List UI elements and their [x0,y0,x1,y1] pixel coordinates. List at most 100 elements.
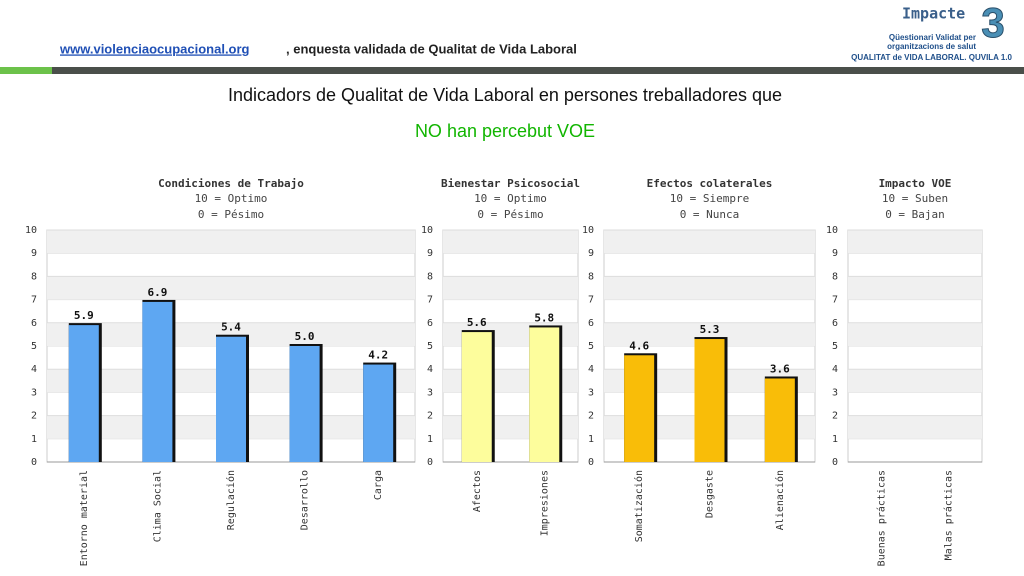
y-tick-label: 10 [25,225,37,236]
logo-line: organitzacions de salut [887,42,976,51]
chart-subtitle: 0 = Pésimo [477,208,543,221]
y-tick-label: 5 [427,341,433,352]
x-tick-label: Alienación [774,470,786,530]
y-tick-label: 4 [427,364,433,375]
chart-subtitle: 0 = Pésimo [198,208,264,221]
y-tick-label: 8 [31,271,37,282]
grid-band [848,415,982,439]
y-tick-label: 3 [427,387,433,398]
grid-band [848,369,982,393]
value-label: 4.2 [368,349,388,362]
y-tick-label: 4 [588,364,594,375]
y-tick-label: 6 [31,318,37,329]
y-tick-label: 5 [588,341,594,352]
value-label: 5.9 [74,309,94,322]
x-tick-label: Regulación [225,470,237,530]
y-tick-label: 2 [588,411,594,422]
y-tick-label: 5 [832,341,838,352]
chart-subtitle: 0 = Nunca [680,208,740,221]
chart-title: Bienestar Psicosocial [441,177,580,190]
y-tick-label: 0 [588,457,594,468]
grid-band [443,230,578,254]
grid-band [604,230,815,254]
value-label: 5.3 [700,323,720,336]
grid-band [848,230,982,254]
bar [142,301,173,462]
value-label: 3.6 [770,362,790,375]
x-tick-label: Afectos [472,470,483,512]
logo-line: QUALITAT de VIDA LABORAL. QUVILA 1.0 [851,53,1012,62]
chart-subtitle: 0 = Bajan [885,208,945,221]
grid-band [604,276,815,300]
grid-band [47,230,415,254]
value-label: 5.6 [467,316,487,329]
y-tick-label: 9 [427,248,433,259]
y-tick-label: 1 [427,434,433,445]
bar [216,336,246,462]
slide-title: Indicadors de Qualitat de Vida Laboral e… [228,85,782,105]
y-tick-label: 8 [832,271,838,282]
chart-subtitle: 10 = Suben [882,192,948,205]
x-tick-label: Clima Social [152,470,163,542]
value-label: 5.0 [295,330,315,343]
y-tick-label: 9 [832,248,838,259]
x-tick-label: Entorno material [79,470,90,566]
chart-subtitle: 10 = Optimo [195,192,268,205]
bar [694,339,725,462]
green-bar [0,67,52,74]
bar [624,355,655,462]
header-text: , enquesta validada de Qualitat de Vida … [286,41,577,56]
logo-title: Impacte [902,5,965,23]
grid-band [47,322,415,346]
y-tick-label: 9 [31,248,37,259]
y-tick-label: 1 [31,434,37,445]
y-tick-label: 2 [832,411,838,422]
y-tick-label: 4 [832,364,838,375]
y-tick-label: 7 [832,295,838,306]
x-tick-label: Desarrollo [300,470,311,530]
chart-title: Efectos colaterales [647,177,773,190]
bar [764,378,795,462]
y-tick-label: 10 [421,225,433,236]
y-tick-label: 6 [588,318,594,329]
y-tick-label: 0 [832,457,838,468]
bar [68,325,99,462]
y-tick-label: 1 [832,434,838,445]
y-tick-label: 3 [588,387,594,398]
y-tick-label: 2 [31,411,37,422]
x-tick-label: Impresiones [539,470,550,536]
y-tick-label: 10 [826,225,838,236]
value-label: 4.6 [629,339,649,352]
x-tick-label: Buenas prácticas [876,470,888,566]
y-tick-label: 4 [31,364,37,375]
chart-subtitle: 10 = Siempre [670,192,749,205]
value-label: 5.4 [221,321,241,334]
logo-line: Qüestionari Validat per [889,33,976,42]
y-tick-label: 5 [31,341,37,352]
header-link[interactable]: www.violenciaocupacional.org [59,41,250,56]
chart-subtitle: 10 = Optimo [474,192,547,205]
logo-number: 3 [981,0,1004,46]
y-tick-label: 2 [427,411,433,422]
chart-title: Condiciones de Trabajo [158,177,304,190]
grid-band [47,276,415,300]
x-tick-label: Carga [373,470,384,500]
slide-subtitle: NO han percebut VOE [415,121,595,141]
y-tick-label: 0 [427,457,433,468]
y-tick-label: 7 [427,295,433,306]
y-tick-label: 0 [31,457,37,468]
value-label: 5.8 [534,311,554,324]
y-tick-label: 1 [588,434,594,445]
y-tick-label: 8 [588,271,594,282]
y-tick-label: 6 [832,318,838,329]
y-tick-label: 10 [582,225,594,236]
chart-title: Impacto VOE [879,177,952,190]
y-tick-label: 9 [588,248,594,259]
bar [529,327,560,462]
y-tick-label: 7 [588,295,594,306]
x-tick-label: Somatización [633,470,645,542]
y-tick-label: 8 [427,271,433,282]
x-tick-label: Malas prácticas [943,470,955,560]
y-tick-label: 6 [427,318,433,329]
